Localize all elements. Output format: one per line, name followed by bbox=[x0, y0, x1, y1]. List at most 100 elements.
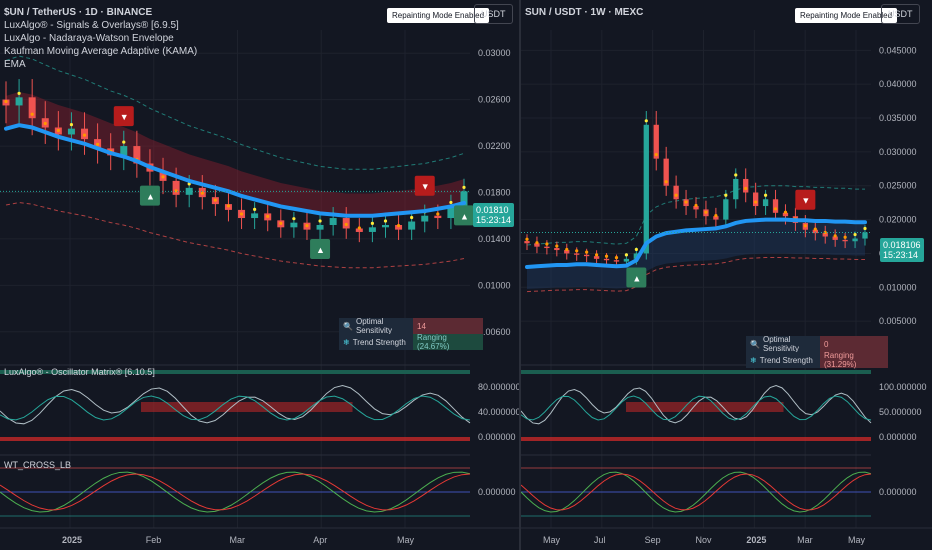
left-wt-title[interactable]: WT_CROSS_LB bbox=[4, 460, 72, 470]
left-symbol-title[interactable]: $UN / TetherUS · 1D · BINANCE bbox=[4, 7, 153, 18]
candle-body bbox=[762, 199, 769, 207]
trend-dot bbox=[754, 200, 758, 204]
y-tick-label: 0.02200 bbox=[478, 141, 511, 151]
trend-dot bbox=[575, 249, 579, 253]
left-trend-value: Ranging (24.67%) bbox=[413, 333, 483, 351]
buy-signal bbox=[626, 267, 647, 288]
candle-body bbox=[408, 221, 416, 230]
upper-dashed-band bbox=[5, 55, 465, 170]
left-indicator-2[interactable]: LuxAlgo - Nadaraya-Watson Envelope bbox=[4, 33, 174, 44]
left-countdown: 15:23:14 bbox=[476, 215, 512, 225]
left-indicator-3[interactable]: Kaufman Moving Average Adaptive (KAMA) bbox=[4, 46, 198, 57]
candle-body bbox=[743, 178, 749, 193]
left-chart-svg[interactable]: 0.03000 0.02600 0.02200 0.01800 0.01400 0.010… bbox=[0, 0, 519, 550]
wt-y-tick: 0.000000 bbox=[879, 487, 917, 497]
candle-body bbox=[15, 97, 23, 106]
envelope-band bbox=[527, 219, 865, 289]
y-tick-label: 0.025000 bbox=[879, 181, 917, 191]
trend-dot bbox=[535, 241, 539, 245]
candle-body bbox=[623, 258, 630, 262]
right-sens-label: 🔍 Optimal Sensitivity bbox=[746, 335, 820, 353]
y-tick-label: 0.010000 bbox=[879, 282, 917, 292]
candle-body bbox=[368, 227, 376, 232]
x-tick-label: Mar bbox=[230, 535, 246, 545]
x-tick-label: May bbox=[848, 535, 866, 545]
trend-dot bbox=[174, 189, 178, 193]
candle-body bbox=[251, 213, 259, 219]
candle-body bbox=[733, 178, 739, 200]
right-chart-svg[interactable]: 0.045000 0.040000 0.035000 0.030000 0.025000… bbox=[521, 0, 932, 550]
trend-dot bbox=[200, 191, 204, 195]
buy-signal bbox=[454, 205, 474, 226]
left-indicator-4[interactable]: EMA bbox=[4, 59, 26, 70]
trend-dot bbox=[545, 242, 549, 246]
right-countdown: 15:23:14 bbox=[883, 250, 919, 260]
trend-dot bbox=[96, 142, 100, 146]
right-info-table: 🔍 Optimal Sensitivity 0 ❄ Trend Strength Ran… bbox=[746, 335, 888, 369]
trend-dot bbox=[853, 232, 857, 237]
y-tick-label: 0.020000 bbox=[879, 215, 917, 225]
candle-body bbox=[723, 199, 729, 220]
wt-line-1 bbox=[0, 471, 471, 513]
trend-dot bbox=[396, 224, 401, 228]
x-tick-label: Sep bbox=[645, 535, 661, 545]
right-legend: SUN / USDT · 1W · MEXC bbox=[525, 6, 643, 19]
x-tick-label: Apr bbox=[313, 535, 327, 545]
left-currency-button[interactable]: USDT bbox=[474, 4, 513, 24]
trend-dot bbox=[30, 112, 34, 116]
candle-body bbox=[842, 239, 848, 242]
osc-red-zone bbox=[626, 402, 784, 412]
panel-divider[interactable] bbox=[519, 0, 521, 550]
right-trend-label: ❄ Trend Strength bbox=[746, 352, 820, 368]
kama-line bbox=[4, 123, 466, 218]
buy-signal-glyph: ▲ bbox=[146, 192, 155, 202]
candle-body bbox=[554, 248, 560, 251]
candle-body bbox=[524, 241, 530, 244]
candle-body bbox=[772, 199, 779, 213]
trend-dot bbox=[525, 237, 529, 241]
candle-body bbox=[355, 228, 363, 232]
y-tick-label: 0.01400 bbox=[478, 234, 511, 244]
osc-top-strip bbox=[521, 370, 871, 374]
trend-dot bbox=[239, 212, 244, 216]
sell-signal bbox=[414, 175, 435, 196]
right-symbol-title[interactable]: SUN / USDT · 1W · MEXC bbox=[525, 7, 644, 18]
candle-body bbox=[613, 260, 620, 262]
candle-body bbox=[643, 124, 649, 254]
osc-line bbox=[0, 384, 471, 425]
left-indicator-1[interactable]: LuxAlgo® - Signals & Overlays® [6.9.5] bbox=[4, 20, 179, 31]
osc-y-tick: 0.000000 bbox=[478, 432, 516, 442]
trend-dot bbox=[773, 207, 778, 211]
y-tick-label: 0.035000 bbox=[879, 113, 917, 123]
trend-dot bbox=[614, 255, 619, 260]
right-repaint-badge: Repainting Mode Enabled bbox=[795, 8, 898, 23]
sell-signal bbox=[795, 189, 816, 210]
sell-signal-glyph: ▼ bbox=[120, 112, 129, 122]
right-currency-button[interactable]: USDT bbox=[881, 4, 920, 24]
trend-dot bbox=[56, 128, 60, 133]
candle-body bbox=[316, 225, 324, 230]
trend-dot bbox=[684, 200, 688, 204]
trend-dot bbox=[82, 133, 87, 137]
y-tick-label: 0.01800 bbox=[478, 188, 511, 198]
left-sens-value: 14 bbox=[413, 318, 483, 334]
left-chart-panel[interactable]: 0.03000 0.02600 0.02200 0.01800 0.01400 0.010… bbox=[0, 0, 519, 550]
candle-body bbox=[603, 258, 610, 261]
trend-dot bbox=[370, 221, 374, 225]
trend-dot bbox=[694, 203, 698, 208]
trend-dot bbox=[674, 193, 678, 197]
osc-line bbox=[521, 384, 872, 425]
price-axis bbox=[470, 0, 519, 550]
trend-dot bbox=[555, 244, 559, 248]
x-tick-label: Feb bbox=[146, 535, 162, 545]
trend-dot bbox=[763, 193, 768, 197]
trend-dot bbox=[161, 175, 165, 179]
left-osc-title[interactable]: LuxAlgo® - Oscillator Matrix® [6.10.5] bbox=[4, 367, 155, 377]
price-axis bbox=[871, 0, 932, 550]
lower-dashed-band bbox=[5, 202, 465, 269]
candle-body bbox=[434, 215, 442, 219]
trend-dot bbox=[565, 247, 569, 252]
y-tick-label: 0.03000 bbox=[478, 48, 511, 58]
right-chart-panel[interactable]: 0.045000 0.040000 0.035000 0.030000 0.025000… bbox=[521, 0, 932, 550]
lower-dashed-band bbox=[526, 257, 865, 293]
